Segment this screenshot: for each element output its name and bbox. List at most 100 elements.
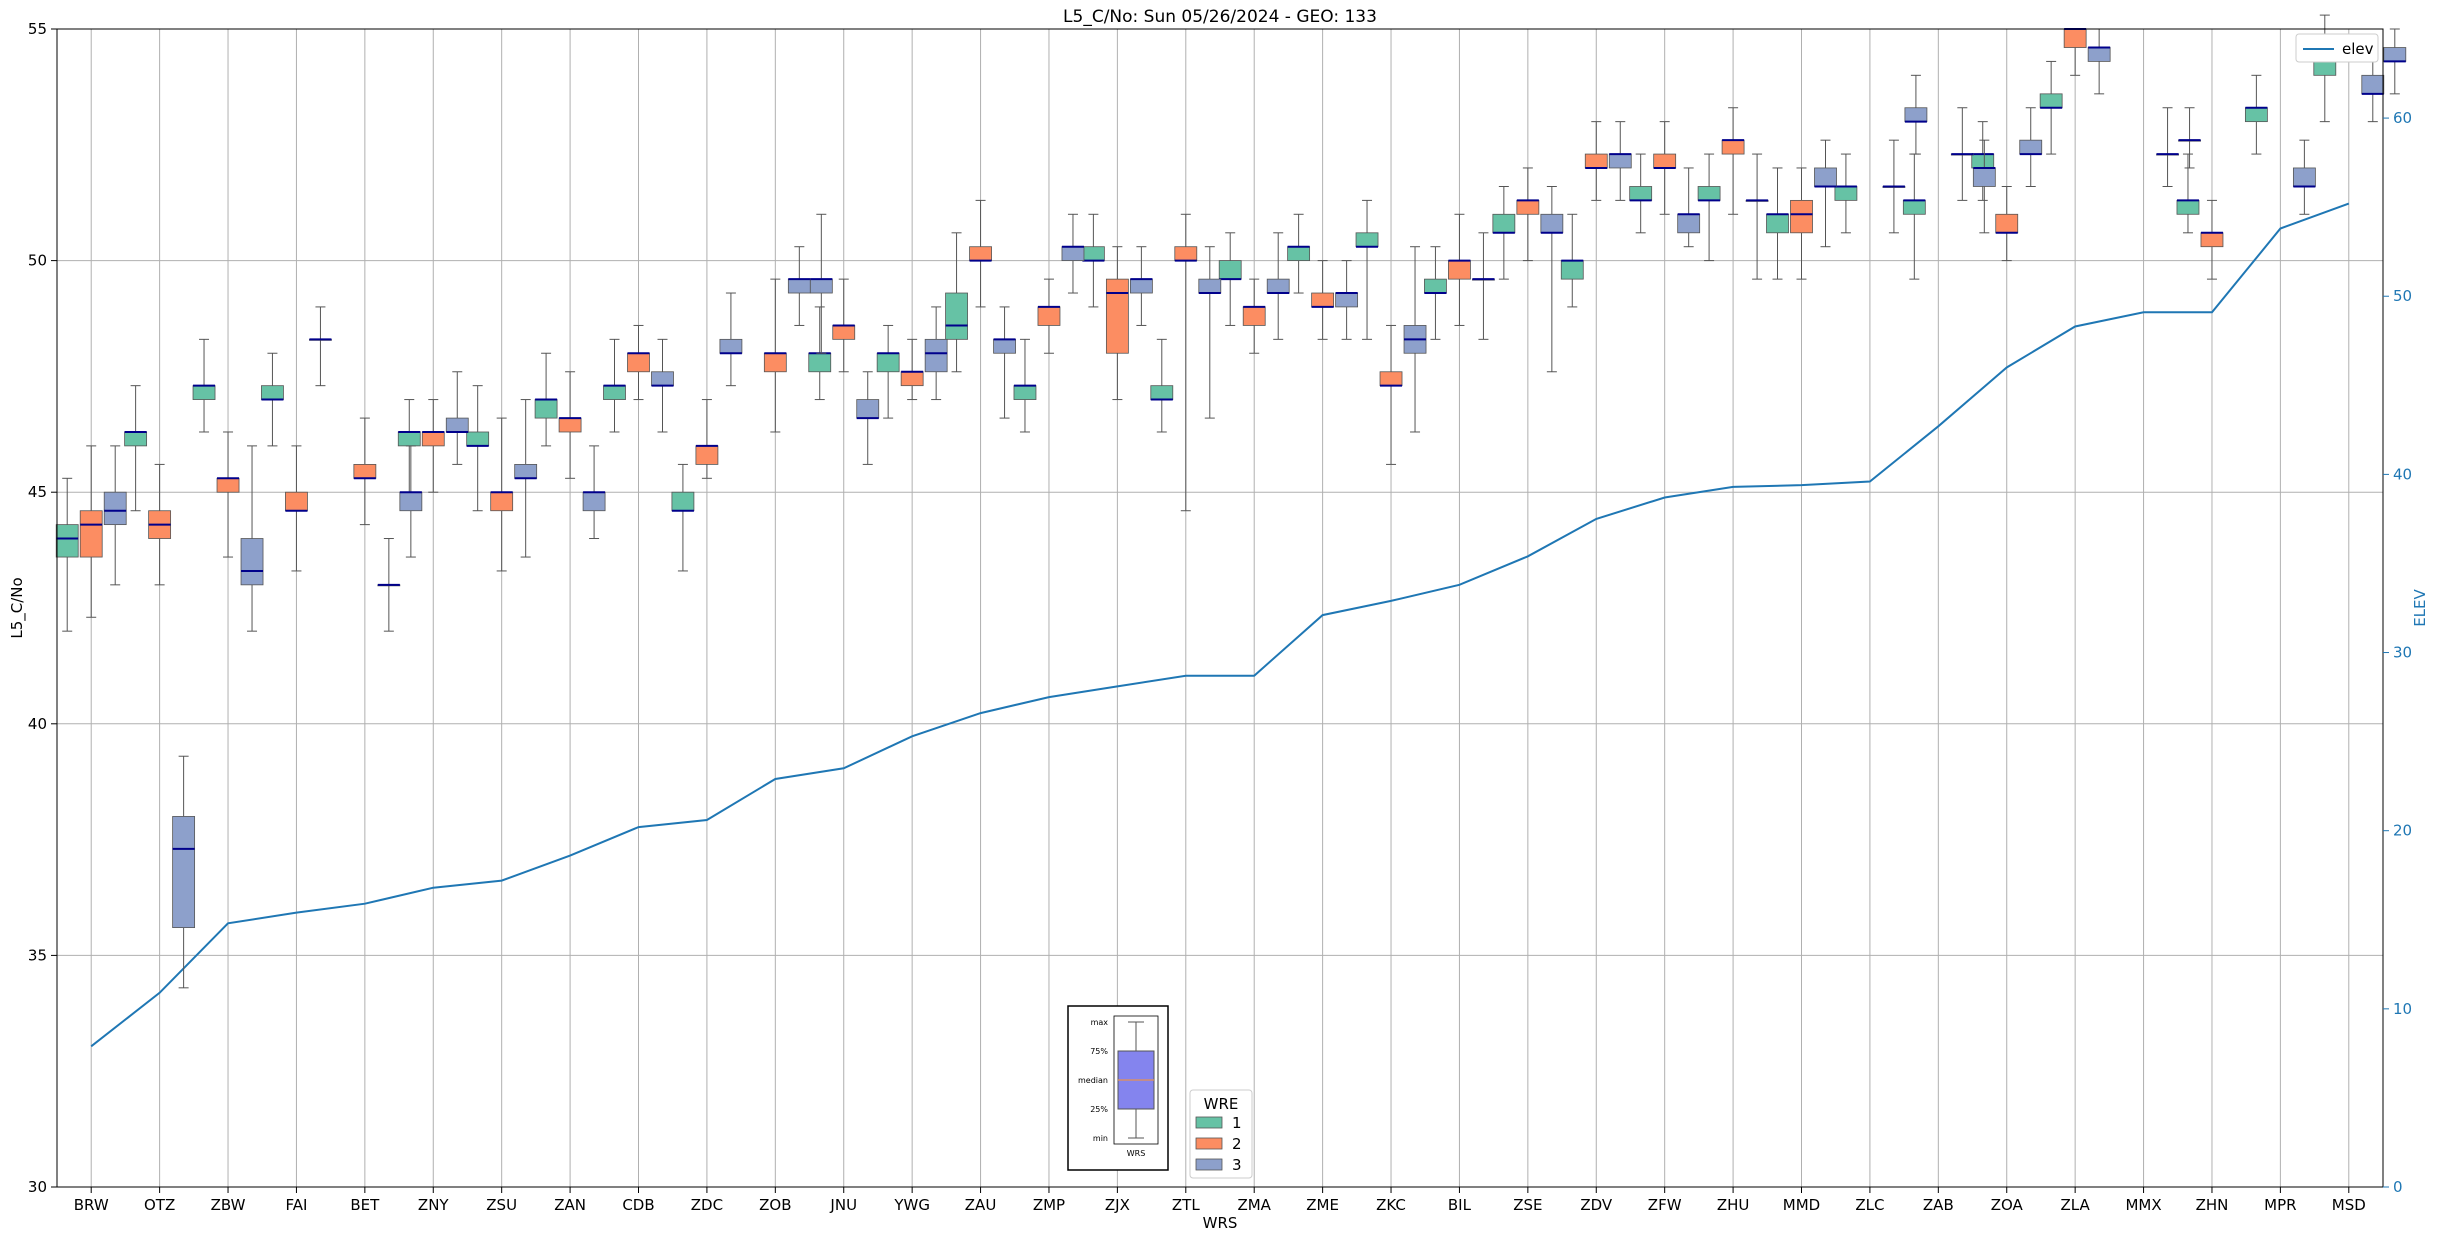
box-iqr bbox=[993, 338, 1016, 354]
box-iqr bbox=[582, 491, 606, 512]
box-wre3-ztl bbox=[1198, 246, 1222, 419]
box-wre2-fai bbox=[285, 445, 308, 572]
x-tick-label: OTZ bbox=[144, 1196, 175, 1214]
box-wre1-zhn bbox=[2176, 153, 2200, 234]
box-wre2-zdc bbox=[695, 399, 719, 479]
box-wre3-mmx bbox=[2156, 107, 2179, 187]
y-tick-label: 55 bbox=[28, 20, 47, 38]
box-iqr bbox=[1697, 186, 1721, 201]
box-iqr bbox=[1081, 246, 1105, 261]
box-iqr bbox=[719, 338, 743, 354]
box-iqr bbox=[945, 292, 968, 340]
box-iqr bbox=[695, 445, 719, 465]
x-tick-label: ZAU bbox=[965, 1196, 997, 1214]
box-wre3-zab bbox=[1972, 139, 1996, 234]
box-wre2-zau bbox=[969, 199, 992, 308]
box-wre3-mmx bbox=[2178, 107, 2201, 169]
elev-series bbox=[90, 202, 2350, 1048]
box-iqr bbox=[603, 385, 626, 400]
x-tick-label: ZOB bbox=[759, 1196, 791, 1214]
box-wre3-msd bbox=[2383, 28, 2407, 95]
box-wre1-zfw bbox=[1629, 153, 1653, 234]
wre-legend-swatch-1 bbox=[1195, 1116, 1223, 1129]
box-wre1-mpr bbox=[2244, 74, 2268, 155]
box-wre1-zla bbox=[2039, 60, 2063, 155]
box-iqr bbox=[763, 352, 787, 373]
box-wre3-otz bbox=[172, 755, 196, 989]
box-wre3-zau bbox=[993, 306, 1016, 419]
x-tick-label: ZLC bbox=[1855, 1196, 1884, 1214]
box-wre3-mmd bbox=[1814, 139, 1837, 248]
plot-frame bbox=[56, 28, 2384, 1188]
box-iqr bbox=[1311, 292, 1335, 308]
box-iqr bbox=[79, 510, 103, 558]
box-wre1-zdc bbox=[671, 463, 695, 572]
box-iqr bbox=[1540, 213, 1564, 234]
box-iqr bbox=[876, 352, 900, 373]
box-iqr bbox=[1904, 107, 1928, 123]
box-wre3-zdc bbox=[719, 292, 743, 387]
box-iqr bbox=[421, 431, 445, 447]
box-wre3-cdb bbox=[651, 338, 674, 433]
box-iqr bbox=[192, 385, 216, 400]
box-iqr bbox=[261, 385, 284, 400]
key-label-q3: 75% bbox=[1090, 1047, 1108, 1056]
box-iqr bbox=[240, 538, 264, 586]
box-wre3-zfw bbox=[1677, 167, 1701, 248]
y2-tick-label: 20 bbox=[2393, 822, 2412, 840]
box-iqr bbox=[1150, 385, 1174, 400]
box-iqr bbox=[1677, 213, 1701, 234]
x-tick-label: ZDV bbox=[1580, 1196, 1613, 1214]
key-label-max: max bbox=[1091, 1018, 1109, 1027]
box-wre3-zma bbox=[1266, 232, 1290, 340]
x-tick-label: ZMP bbox=[1033, 1196, 1065, 1214]
box-wre2-zkc bbox=[1379, 324, 1403, 465]
key-inner-frame bbox=[1113, 1015, 1159, 1145]
box-wre2-zma bbox=[1242, 278, 1266, 354]
box-wre3-zbw bbox=[240, 445, 264, 632]
box-iqr bbox=[397, 431, 421, 447]
x-axis: BRW OTZ ZBW FAI BET ZNY ZSU ZAN CDB ZDC ZOB JNU YWG Z… bbox=[74, 1187, 2366, 1214]
box-iqr bbox=[1355, 232, 1379, 248]
box-wre3-bet bbox=[399, 445, 423, 558]
box-wre1-bil bbox=[1424, 246, 1447, 340]
box-wre3-zoa bbox=[2019, 107, 2043, 187]
x-tick-label: ZSE bbox=[1513, 1196, 1542, 1214]
wre-legend-frame bbox=[1189, 1089, 1253, 1179]
box-iqr bbox=[1013, 385, 1037, 400]
box-wre2-zhn bbox=[2200, 199, 2224, 280]
y2-axis: 0 10 20 30 40 50 60 bbox=[2383, 109, 2412, 1196]
box-iqr bbox=[1584, 153, 1608, 169]
box-wre3-zlc bbox=[1904, 74, 1928, 155]
box-iqr bbox=[627, 352, 650, 373]
wre-legend-label-3: 3 bbox=[1232, 1156, 1242, 1174]
box-wre3-ywg bbox=[924, 306, 948, 401]
y-tick-label: 40 bbox=[28, 715, 47, 733]
x-tick-label: BIL bbox=[1448, 1196, 1472, 1214]
box-iqr bbox=[55, 524, 79, 558]
box-iqr bbox=[1766, 213, 1789, 234]
box-iqr bbox=[671, 491, 695, 512]
box-wre1-zbw bbox=[192, 338, 216, 433]
box-iqr bbox=[2039, 93, 2063, 109]
x-tick-label: ZMA bbox=[1237, 1196, 1271, 1214]
box-wre2-jnu bbox=[832, 278, 856, 373]
box-wre3-bil bbox=[1472, 232, 1495, 340]
y2-tick-label: 60 bbox=[2393, 109, 2412, 127]
box-wre1-ywg bbox=[876, 324, 900, 419]
box-wre2-zob bbox=[763, 278, 787, 433]
box-wre1-zan bbox=[534, 352, 558, 447]
x-tick-label: JNU bbox=[829, 1196, 857, 1214]
box-wre3-zhu bbox=[1745, 153, 1769, 280]
box-wre1-ztl bbox=[1150, 338, 1174, 433]
box-wre1-zdv bbox=[1560, 213, 1584, 308]
y2-tick-label: 10 bbox=[2393, 1000, 2412, 1018]
x-tick-label: MPR bbox=[2264, 1196, 2296, 1214]
box-wre2-zbw bbox=[216, 431, 240, 558]
box-iqr bbox=[399, 491, 423, 512]
x-tick-label: ZDC bbox=[691, 1196, 723, 1214]
box-wre3-zla bbox=[2087, 28, 2111, 95]
box-wre2-zfw bbox=[1653, 121, 1677, 215]
x-tick-label: CDB bbox=[622, 1196, 654, 1214]
